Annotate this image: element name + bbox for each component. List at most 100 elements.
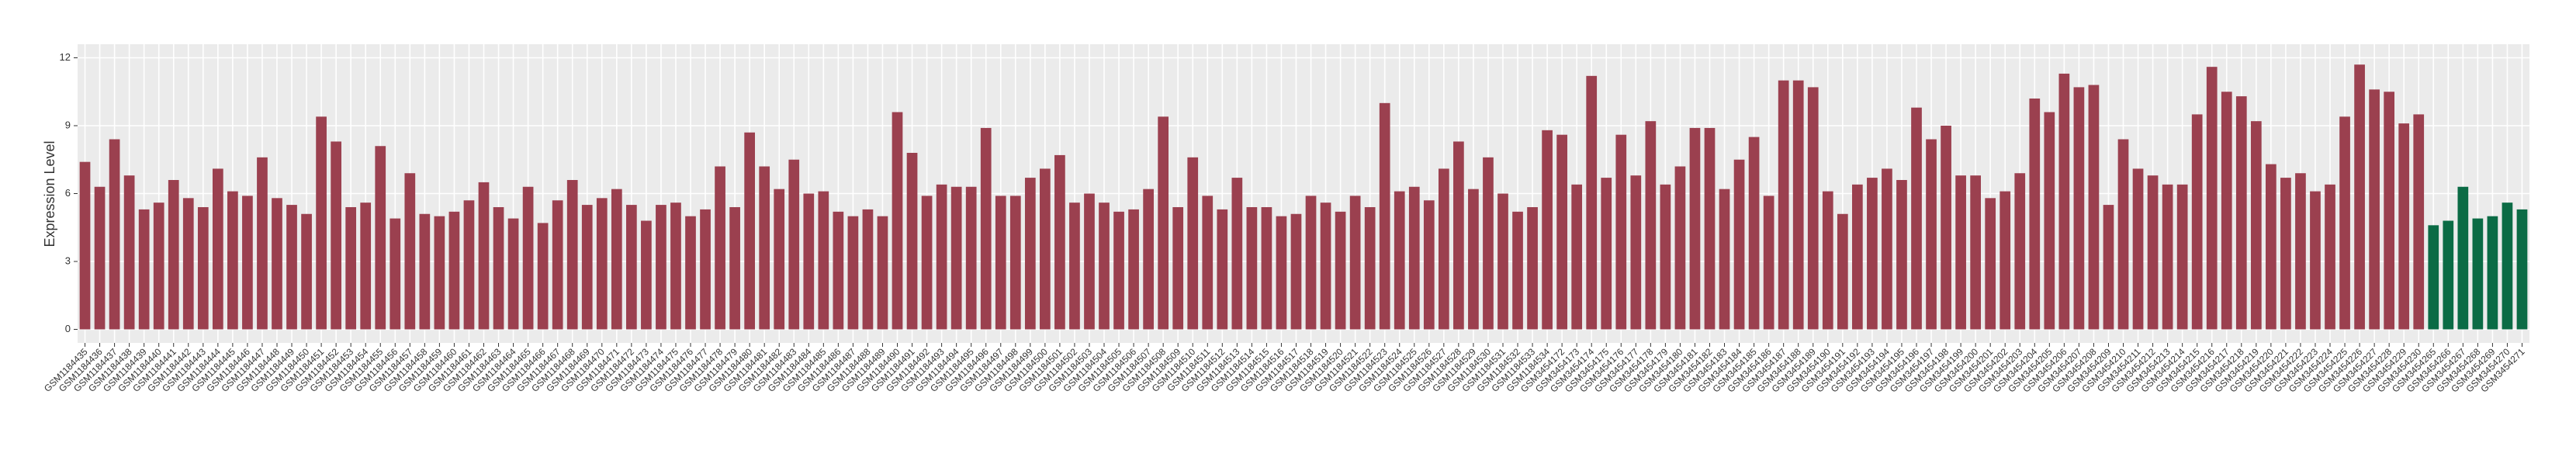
bar [803, 193, 815, 330]
bar [1231, 178, 1243, 330]
bar [1349, 196, 1361, 330]
bar [2073, 87, 2085, 330]
bar [995, 196, 1006, 330]
bar [611, 189, 622, 330]
bar [1379, 102, 1390, 330]
bar [404, 173, 416, 330]
bar [507, 218, 519, 330]
bar [2058, 73, 2070, 330]
bar [774, 189, 785, 330]
bar [182, 198, 194, 330]
bar [1364, 207, 1376, 330]
bar [1054, 154, 1065, 330]
bar [1276, 216, 1287, 330]
bar [2162, 184, 2173, 330]
bar [242, 196, 253, 330]
bar [2310, 191, 2321, 330]
bar [1099, 202, 1110, 330]
bar [626, 205, 637, 330]
bar [1867, 178, 1878, 330]
bar [434, 216, 445, 330]
bar [744, 132, 755, 330]
bar [670, 202, 681, 330]
bar [2132, 168, 2144, 330]
bar [272, 198, 282, 330]
bar [1615, 134, 1627, 330]
bar [965, 186, 977, 330]
bar [522, 186, 534, 330]
bar [419, 213, 431, 330]
y-axis-title: Expression Level [42, 140, 57, 247]
bar [1542, 130, 1553, 330]
bar [2502, 202, 2513, 330]
bar [1261, 207, 1272, 330]
bar [153, 202, 164, 330]
bar [1084, 193, 1095, 330]
bar [2147, 175, 2159, 330]
bar [1335, 211, 1346, 330]
bar [1985, 198, 1996, 330]
bar [980, 127, 992, 330]
bar [1704, 127, 1716, 330]
bar [1571, 184, 1583, 330]
bar [2000, 191, 2011, 330]
bar [2044, 112, 2055, 330]
bar [1941, 126, 1951, 330]
bar [257, 157, 268, 330]
bar [1970, 175, 1981, 330]
bar [1497, 193, 1508, 330]
bar [1320, 202, 1331, 330]
bar [1689, 127, 1701, 330]
bar [877, 216, 888, 330]
bar [1748, 137, 1760, 330]
bar [1852, 184, 1863, 330]
bar [641, 220, 652, 330]
bar [463, 200, 475, 330]
bar [301, 213, 312, 330]
bar [2221, 92, 2232, 330]
bar [685, 216, 696, 330]
bar [1733, 159, 1745, 330]
bar [1660, 184, 1671, 330]
bar [2472, 218, 2484, 330]
bar [2117, 139, 2129, 330]
bar [1172, 207, 1184, 330]
bar [1187, 157, 1199, 330]
bar [168, 180, 179, 330]
bar [331, 141, 341, 330]
y-tick-label: 3 [65, 254, 71, 266]
bar [566, 180, 578, 330]
bar [2029, 99, 2041, 330]
bar [1586, 75, 1598, 330]
bar [1408, 186, 1420, 330]
bar [2354, 64, 2365, 330]
bar [2235, 96, 2247, 330]
bar [2443, 220, 2454, 330]
bar [1394, 191, 1405, 330]
bar [1009, 196, 1021, 330]
bar [360, 202, 372, 330]
bar [862, 209, 874, 330]
bar [1896, 180, 1907, 330]
bar [1778, 80, 1789, 330]
bar [1807, 87, 1819, 330]
bar [1674, 166, 1686, 330]
bar [79, 161, 91, 330]
bar [581, 205, 593, 330]
bar [2369, 89, 2380, 330]
bar [109, 139, 120, 330]
y-tick-label: 9 [65, 119, 71, 130]
y-tick-label: 0 [65, 323, 71, 334]
bar [478, 182, 490, 330]
bar [286, 205, 297, 330]
bar [847, 216, 859, 330]
bar [700, 209, 711, 330]
bar [1955, 175, 1966, 330]
bar [1512, 211, 1523, 330]
bar [1040, 168, 1051, 330]
bar [2398, 123, 2410, 330]
bar [375, 146, 386, 330]
bar [1143, 189, 1154, 330]
bar [1483, 157, 1494, 330]
bar [493, 207, 504, 330]
